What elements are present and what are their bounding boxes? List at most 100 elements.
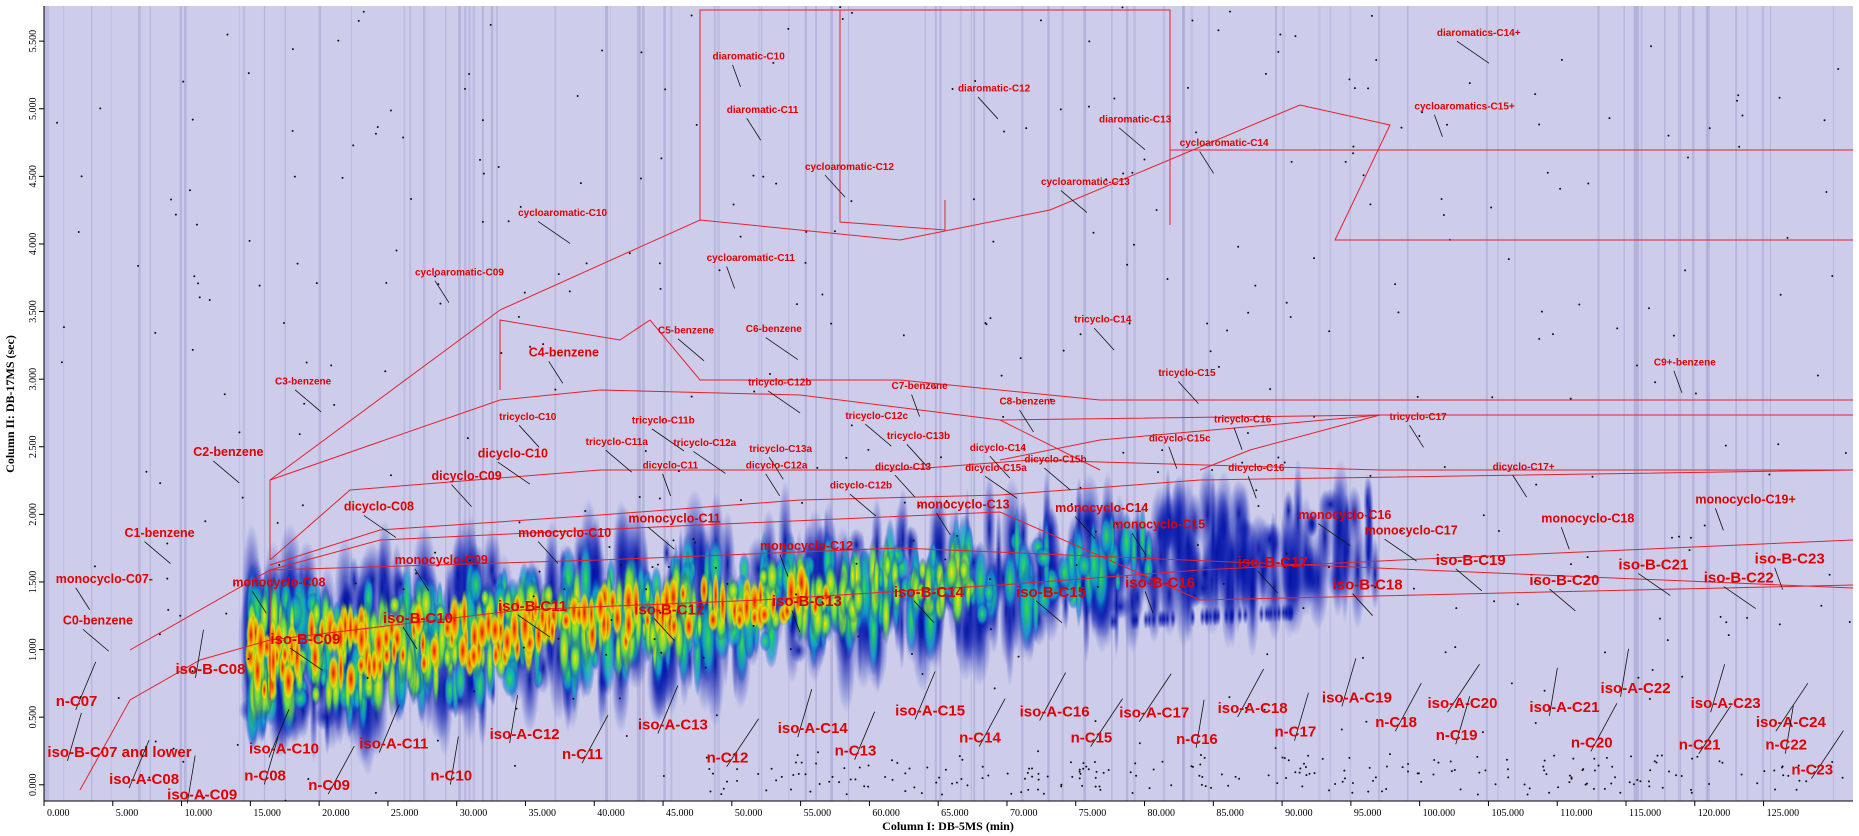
heat-spot <box>1161 608 1168 629</box>
noise-dot <box>736 768 739 771</box>
leader-line <box>1178 381 1199 404</box>
noise-dot <box>1397 311 1400 314</box>
leader-line <box>1590 703 1618 752</box>
noise-dot <box>333 403 336 406</box>
heat-spot <box>337 642 345 696</box>
noise-dot <box>1220 773 1223 776</box>
heat-spot <box>712 568 720 623</box>
noise-dot <box>1365 720 1368 723</box>
region-label: iso-B-C13 <box>772 593 842 610</box>
region-label: iso-B-C07 and lower <box>47 744 191 761</box>
noise-dot <box>891 759 894 762</box>
heat-spot <box>1109 611 1116 632</box>
noise-dot <box>1082 762 1085 765</box>
noise-dot <box>191 348 194 351</box>
noise-dot <box>1493 600 1496 603</box>
streak <box>848 6 850 801</box>
noise-dot <box>473 690 476 693</box>
region-label: n-C11 <box>562 746 603 763</box>
noise-dot <box>1696 755 1699 758</box>
leader-line <box>1060 190 1088 213</box>
streak <box>830 6 834 801</box>
noise-dot <box>1593 769 1596 772</box>
leader-line <box>517 614 551 638</box>
region-label: monocyclo-C12 <box>760 539 853 553</box>
noise-dot <box>1528 787 1531 790</box>
noise-dot <box>1831 275 1834 278</box>
noise-dot <box>1046 775 1049 778</box>
heat-spot <box>1260 521 1280 557</box>
heat-spot <box>644 609 651 631</box>
region-label: n-C16 <box>1176 731 1218 748</box>
noise-dot <box>1222 582 1225 585</box>
noise-dot <box>1478 771 1481 774</box>
noise-dot <box>1848 620 1851 623</box>
region-label: n-C23 <box>1791 762 1833 779</box>
noise-dot <box>172 747 175 750</box>
noise-dot <box>934 386 937 389</box>
heat-spot <box>381 622 391 654</box>
noise-dot <box>1079 486 1082 489</box>
streak <box>610 6 612 801</box>
noise-dot <box>867 448 870 451</box>
noise-dot <box>867 785 870 788</box>
noise-dot <box>1389 753 1392 756</box>
noise-dot <box>1187 86 1190 89</box>
leader-line <box>1237 668 1264 718</box>
leader-line <box>67 712 82 761</box>
noise-dot <box>507 220 510 223</box>
region-label: monocyclo-C11 <box>628 512 720 526</box>
noise-dot <box>1294 35 1297 38</box>
noise-dot <box>1241 461 1244 464</box>
noise-dot <box>1637 676 1640 679</box>
noise-dot <box>238 431 241 434</box>
noise-dot <box>1756 782 1759 785</box>
noise-dot <box>904 772 907 775</box>
noise-dot <box>1837 68 1840 71</box>
boundary <box>269 469 1853 566</box>
heat-spot <box>1066 536 1076 587</box>
noise-dot <box>902 334 905 337</box>
noise-dot <box>1647 780 1650 783</box>
noise-dot <box>1287 759 1290 762</box>
noise-dot <box>389 474 392 477</box>
noise-dot <box>1369 474 1372 477</box>
heat-spot <box>659 588 666 645</box>
heat-spot <box>307 605 316 657</box>
noise-dot <box>1636 779 1639 782</box>
noise-dot <box>694 541 697 544</box>
x-tick-label: 30.000 <box>460 808 488 819</box>
noise-dot <box>1374 776 1377 779</box>
streak <box>1021 6 1024 801</box>
noise-dot <box>1454 646 1457 649</box>
noise-dot <box>1277 456 1280 459</box>
noise-dot <box>1597 764 1600 767</box>
noise-dot <box>1060 783 1063 786</box>
x-axis-title: Column I: DB-5MS (min) <box>882 819 1014 833</box>
streak <box>149 6 152 801</box>
noise-dot <box>992 240 995 243</box>
heat-spot <box>1169 496 1189 606</box>
noise-dot <box>753 390 756 393</box>
noise-dot <box>708 768 711 771</box>
leader-line <box>1294 692 1309 741</box>
noise-dot <box>765 789 768 792</box>
boundary <box>999 414 1853 461</box>
noise-dot <box>1546 171 1549 174</box>
noise-dot <box>1569 397 1572 400</box>
noise-dot <box>1283 565 1286 568</box>
noise-dot <box>1274 747 1277 750</box>
heat-spot <box>388 593 401 617</box>
noise-dot <box>1191 765 1194 768</box>
noise-dot <box>912 539 915 542</box>
heat-spot <box>1257 543 1268 602</box>
noise-dot <box>752 174 755 177</box>
noise-dot <box>1450 770 1453 773</box>
noise-dot <box>981 765 984 768</box>
noise-dot <box>804 773 807 776</box>
noise-dot <box>845 456 848 459</box>
noise-dot <box>1437 761 1440 764</box>
noise-dot <box>1476 793 1479 796</box>
streak <box>1691 6 1695 801</box>
leader-line <box>263 736 279 785</box>
